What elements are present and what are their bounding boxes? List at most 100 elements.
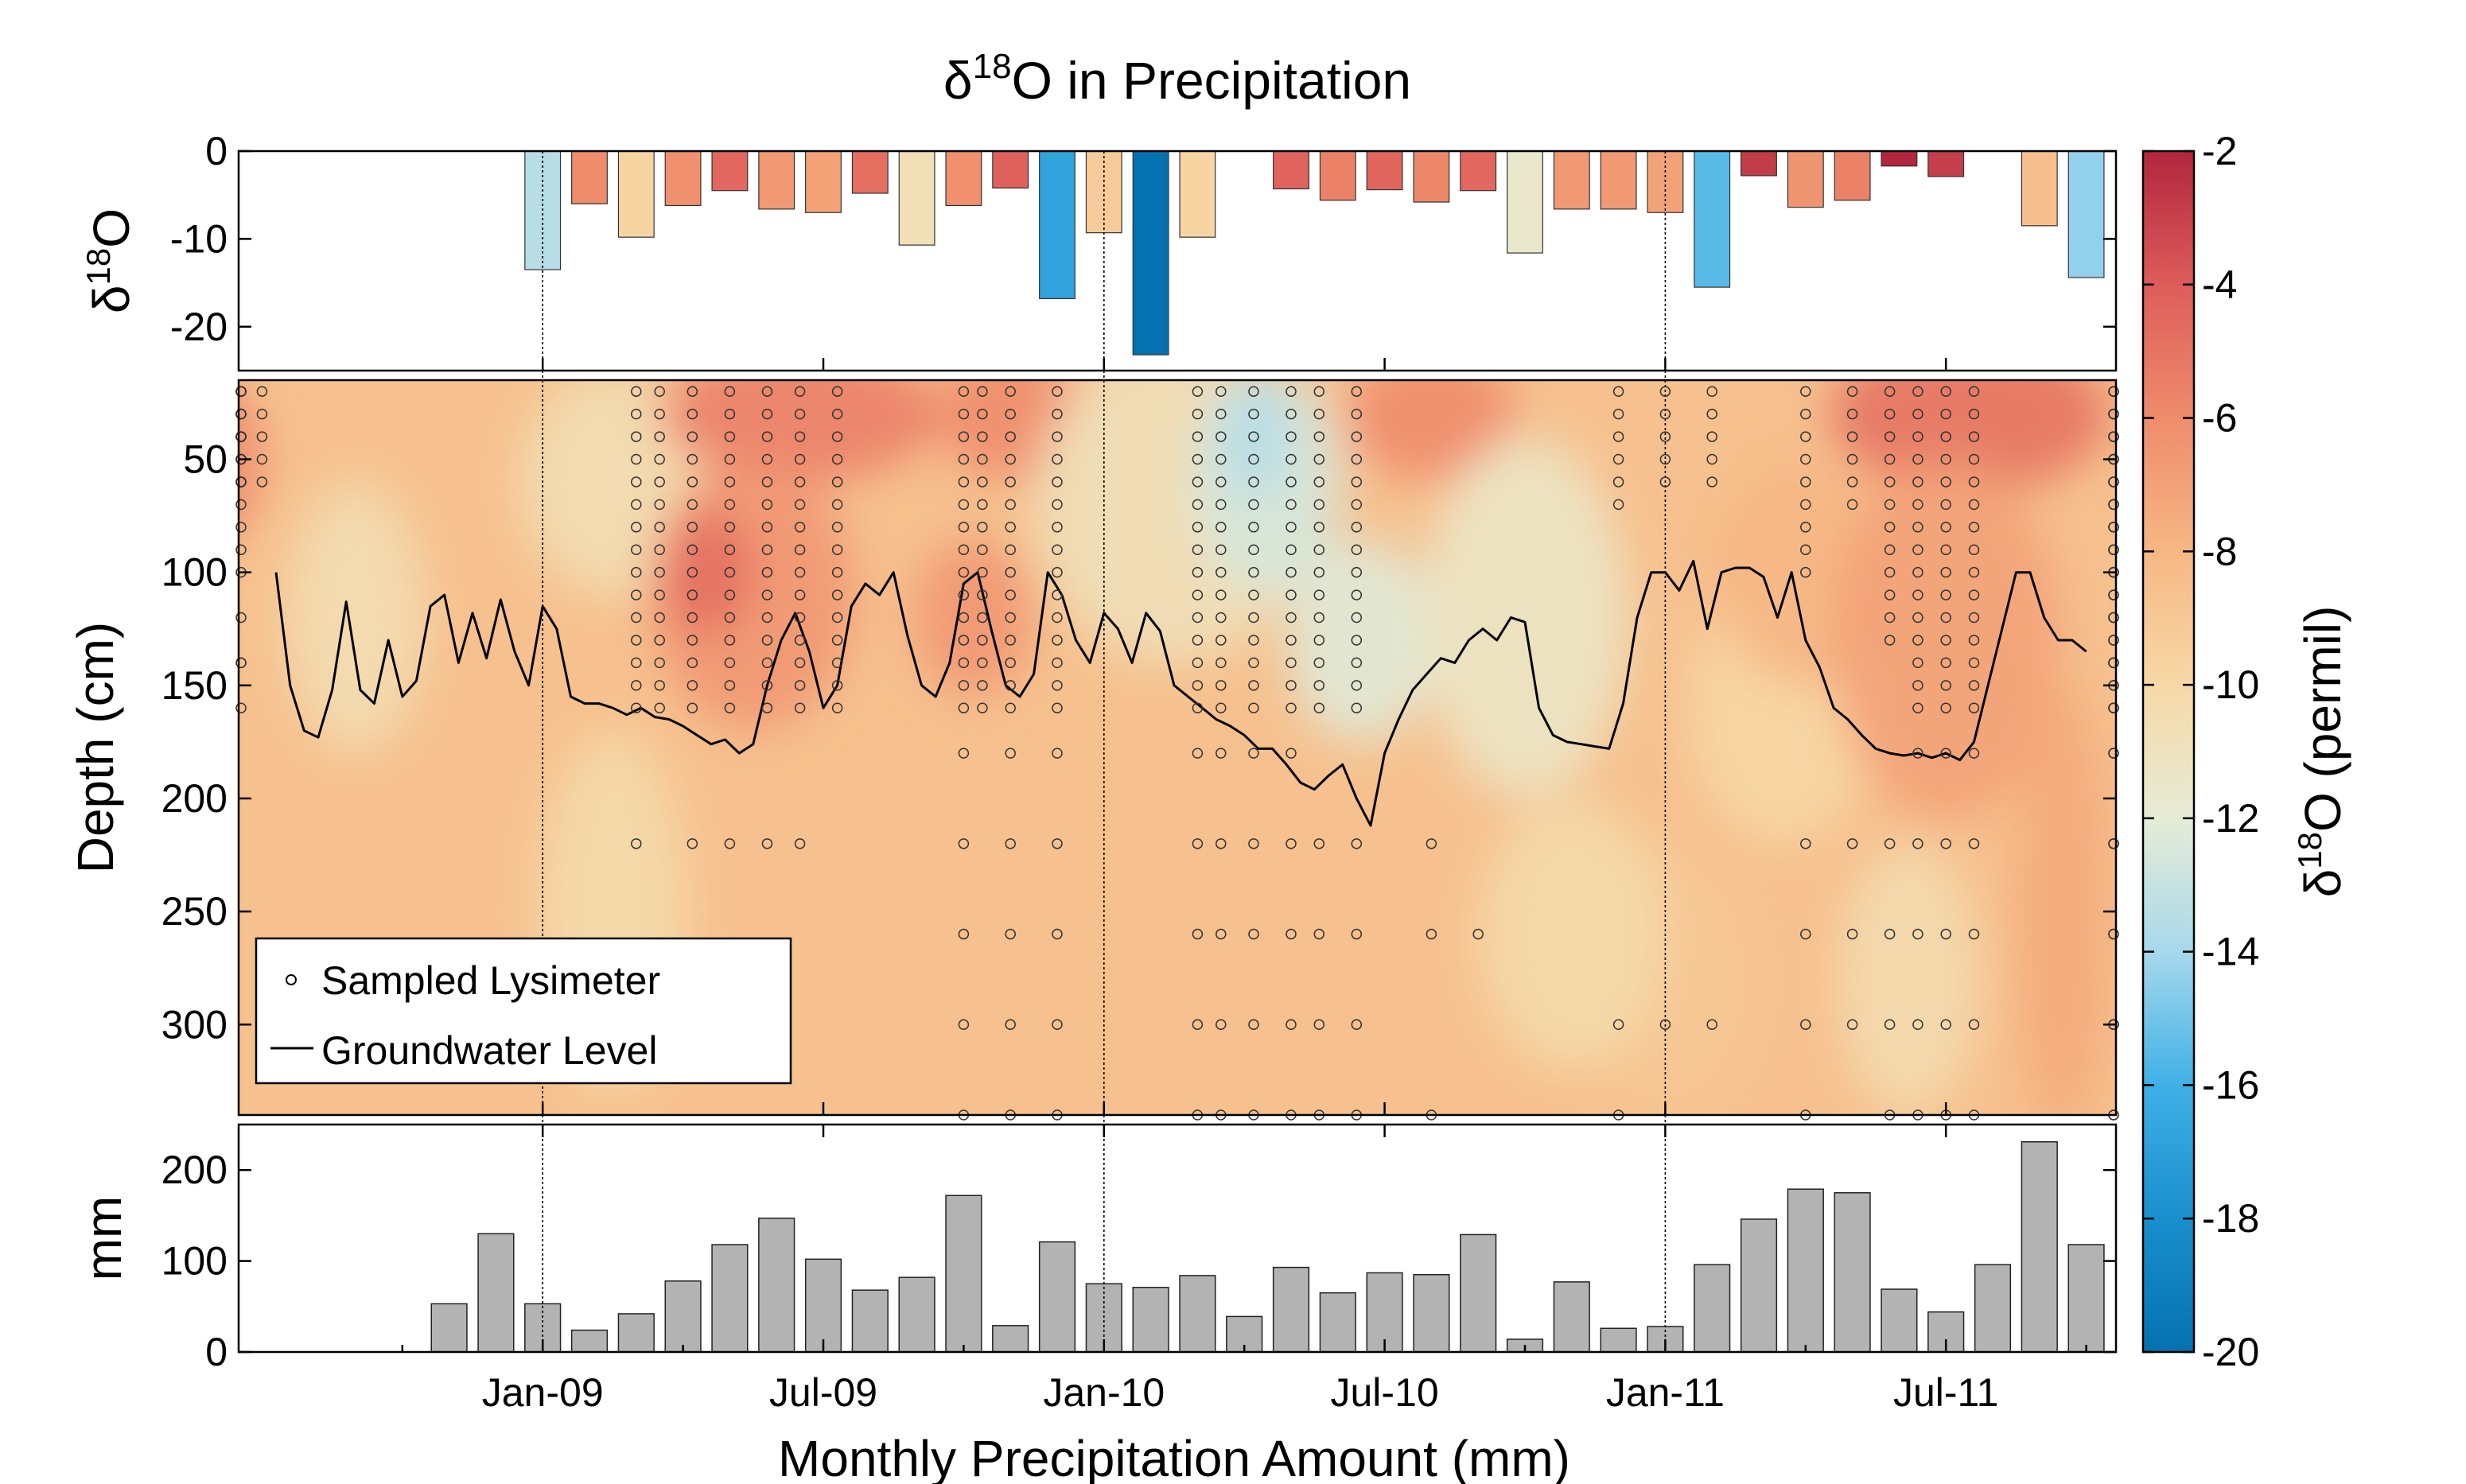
- lysimeter-sample-marker: [2108, 928, 2119, 940]
- top-bar: [1085, 150, 1122, 234]
- lysimeter-sample-marker: [1659, 408, 1671, 420]
- lysimeter-sample-marker: [256, 453, 268, 465]
- lysimeter-sample-marker: [631, 499, 642, 511]
- lysimeter-sample-marker: [654, 680, 665, 691]
- middle-panel-frame: [237, 379, 2118, 1117]
- lysimeter-sample-marker: [1912, 431, 1923, 442]
- lysimeter-sample-marker: [724, 657, 736, 669]
- lysimeter-sample-marker: [1286, 544, 1297, 555]
- lysimeter-sample-marker: [1884, 838, 1896, 849]
- lysimeter-sample-marker: [1052, 408, 1063, 420]
- lysimeter-sample-marker: [1052, 657, 1063, 669]
- lysimeter-sample-marker: [1846, 838, 1858, 849]
- lysimeter-sample-marker: [1052, 453, 1063, 465]
- top-bar: [2021, 150, 2058, 227]
- lysimeter-sample-marker: [1940, 748, 1951, 759]
- lysimeter-sample-marker: [724, 838, 736, 849]
- lysimeter-sample-marker: [831, 612, 843, 624]
- lysimeter-sample-marker: [1286, 386, 1297, 397]
- lysimeter-sample-marker: [1800, 838, 1811, 849]
- lysimeter-sample-marker: [1800, 522, 1811, 533]
- lysimeter-sample-marker: [1968, 566, 1980, 578]
- bottom-bar: [570, 1329, 609, 1353]
- lysimeter-sample-marker: [1215, 657, 1227, 669]
- lysimeter-sample-marker: [1052, 499, 1063, 511]
- lysimeter-sample-marker: [1968, 612, 1980, 624]
- lysimeter-sample-marker: [1248, 589, 1259, 600]
- lysimeter-sample-marker: [1286, 702, 1297, 713]
- bottom-y-tick-label: 200: [161, 1148, 228, 1192]
- lysimeter-sample-marker: [958, 408, 970, 420]
- lysimeter-sample-marker: [687, 612, 698, 624]
- lysimeter-sample-marker: [1912, 589, 1923, 600]
- lysimeter-sample-marker: [1706, 476, 1717, 488]
- lysimeter-sample-marker: [1940, 612, 1951, 624]
- lysimeter-sample-marker: [1912, 408, 1923, 420]
- lysimeter-sample-marker: [1005, 635, 1016, 646]
- lysimeter-sample-marker: [1968, 928, 1980, 940]
- middle-y-tick-label: 100: [161, 550, 228, 595]
- lysimeter-sample-marker: [1286, 657, 1297, 669]
- lysimeter-sample-marker: [1846, 431, 1858, 442]
- lysimeter-sample-marker: [1968, 522, 1980, 533]
- lysimeter-sample-marker: [761, 386, 773, 397]
- top-bar: [1273, 150, 1309, 190]
- groundwater-level-line-group: [274, 559, 2087, 827]
- lysimeter-sample-marker: [724, 522, 736, 533]
- lysimeter-sample-marker: [256, 386, 268, 397]
- lysimeter-sample-marker: [1612, 1019, 1624, 1031]
- lysimeter-sample-marker: [1052, 522, 1063, 533]
- lysimeter-sample-marker: [1215, 476, 1227, 488]
- bottom-x-tick-label: Jan-09: [482, 1370, 604, 1415]
- lysimeter-sample-marker: [1940, 928, 1951, 940]
- lysimeter-sample-marker: [761, 566, 773, 578]
- lysimeter-sample-marker: [1192, 612, 1204, 624]
- lysimeter-sample-marker: [1351, 522, 1363, 533]
- lysimeter-sample-marker: [687, 657, 698, 669]
- lysimeter-sample-marker: [1659, 1019, 1671, 1031]
- lysimeter-sample-marker: [1426, 838, 1437, 849]
- lysimeter-sample-marker: [794, 544, 806, 555]
- bottom-bar: [1881, 1288, 1918, 1353]
- lysimeter-sample-marker: [654, 386, 665, 397]
- lysimeter-sample-marker: [1912, 1019, 1923, 1031]
- lysimeter-sample-marker: [1884, 612, 1896, 624]
- legend-box: [255, 937, 792, 1085]
- bottom-bar: [1038, 1241, 1076, 1353]
- lysimeter-sample-marker: [235, 657, 247, 669]
- lysimeter-sample-marker: [1800, 386, 1811, 397]
- lysimeter-sample-marker: [1052, 589, 1063, 600]
- top-bar: [805, 150, 842, 213]
- lysimeter-sample-marker: [1286, 499, 1297, 511]
- lysimeter-sample-marker: [2108, 386, 2119, 397]
- top-y-label-rest: O: [83, 208, 140, 248]
- top-bar: [1507, 150, 1543, 254]
- lysimeter-sample-marker: [2108, 838, 2119, 849]
- lysimeter-sample-marker: [1192, 657, 1204, 669]
- lysimeter-sample-marker: [831, 657, 843, 669]
- lysimeter-sample-marker: [2108, 522, 2119, 533]
- lysimeter-sample-marker: [1192, 748, 1204, 759]
- bottom-bar: [2067, 1244, 2105, 1353]
- bottom-bar: [1834, 1192, 1871, 1353]
- lysimeter-sample-marker: [1968, 657, 1980, 669]
- lysimeter-sample-marker: [1706, 1019, 1717, 1031]
- bottom-bar: [1787, 1188, 1824, 1353]
- lysimeter-sample-marker: [1005, 612, 1016, 624]
- lysimeter-sample-marker: [631, 476, 642, 488]
- lysimeter-sample-marker: [1884, 522, 1896, 533]
- lysimeter-sample-marker: [958, 657, 970, 669]
- lysimeter-sample-marker: [1968, 1019, 1980, 1031]
- lysimeter-sample-marker: [831, 431, 843, 442]
- lysimeter-sample-marker: [631, 566, 642, 578]
- lysimeter-sample-marker: [831, 680, 843, 691]
- heatmap-cell: [285, 481, 426, 754]
- lysimeter-sample-marker: [1248, 612, 1259, 624]
- colorbar-label: δ18O (permil): [2291, 606, 2351, 898]
- lysimeter-sample-marker: [1351, 408, 1363, 420]
- lysimeter-sample-marker: [1940, 544, 1951, 555]
- bottom-bar: [1553, 1281, 1590, 1353]
- lysimeter-sample-marker: [761, 612, 773, 624]
- lysimeter-sample-marker: [2108, 589, 2119, 600]
- bottom-bar: [664, 1280, 702, 1353]
